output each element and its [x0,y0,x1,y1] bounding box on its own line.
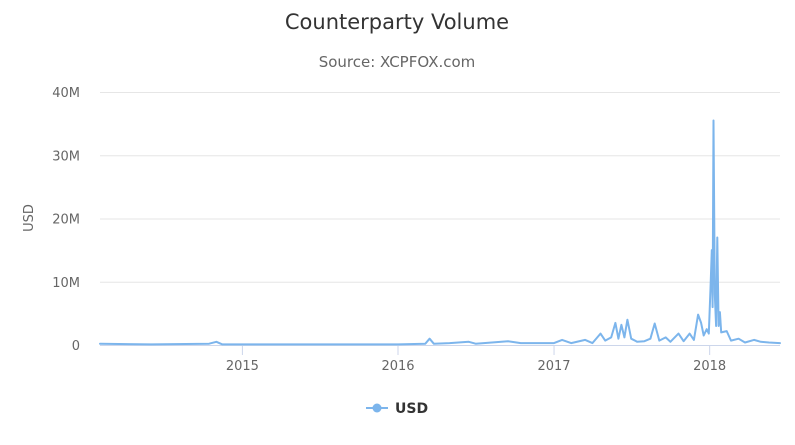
gridlines [100,92,780,283]
legend-label-usd: USD [395,401,428,417]
x-tick-label: 2017 [537,359,570,374]
legend-marker [372,403,382,413]
y-axis-ticks: 0 10M 20M 30M 40M [52,86,80,354]
y-tick-label: 40M [52,86,80,101]
x-tick-label: 2015 [226,359,259,374]
x-tick-label: 2016 [381,359,414,374]
chart-subtitle: Source: XCPFOX.com [319,53,476,71]
y-tick-label: 30M [52,149,80,164]
y-tick-label: 10M [52,276,80,291]
x-axis-ticks: 2015 2016 2017 2018 [226,345,726,374]
y-tick-label: 0 [72,339,80,354]
y-tick-label: 20M [52,213,80,228]
legend[interactable]: USD [366,401,428,417]
chart-title: Counterparty Volume [285,10,509,34]
series-line-usd[interactable] [99,119,781,346]
y-axis-title: USD [22,204,37,232]
x-tick-label: 2018 [693,359,726,374]
